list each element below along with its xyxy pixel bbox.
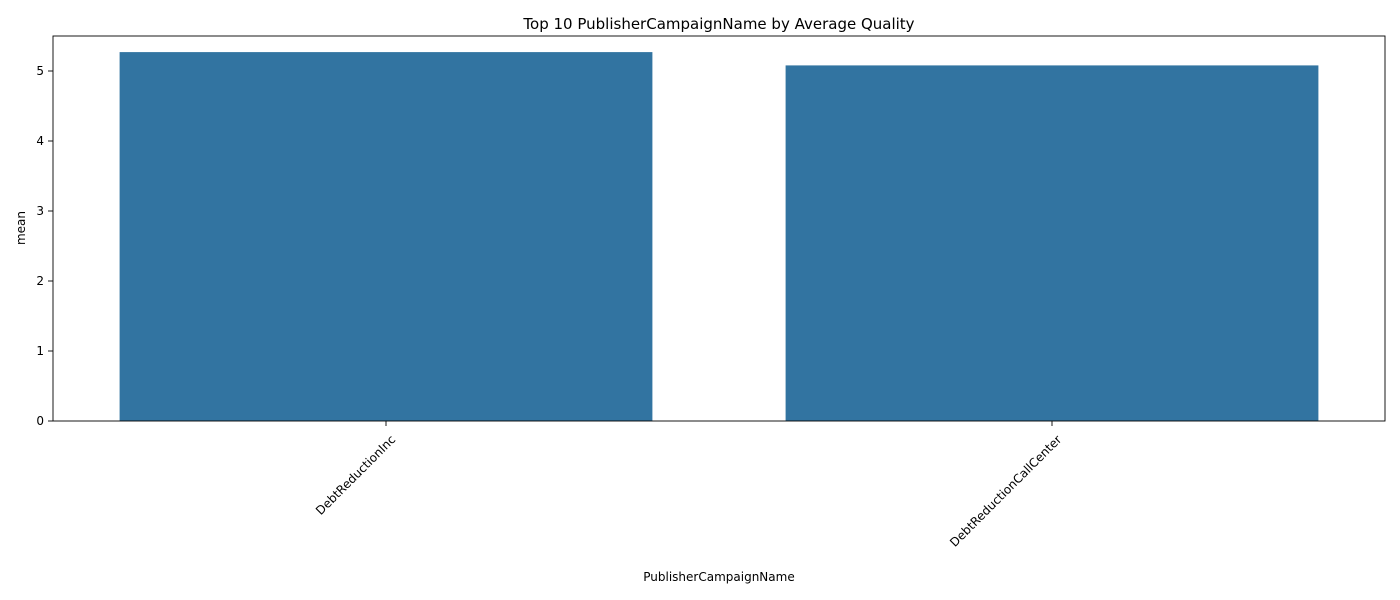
y-tick-label: 5 <box>36 64 44 78</box>
bar-DebtReductionInc <box>119 52 653 421</box>
x-tick-label: DebtReductionInc <box>313 432 398 517</box>
y-tick-label: 2 <box>36 274 44 288</box>
bars-group <box>119 52 1319 422</box>
bar-DebtReductionCallCenter <box>785 65 1319 422</box>
chart-title: Top 10 PublisherCampaignName by Average … <box>522 15 914 33</box>
plot-frame <box>52 35 1386 422</box>
y-axis-label: mean <box>14 211 28 245</box>
y-tick-label: 0 <box>36 414 44 428</box>
y-tick-label: 3 <box>36 204 44 218</box>
x-tick-label: DebtReductionCallCenter <box>947 432 1064 549</box>
x-axis: DebtReductionInc DebtReductionCallCenter <box>313 421 1064 550</box>
y-tick-label: 4 <box>36 134 44 148</box>
x-axis-label: PublisherCampaignName <box>643 570 794 584</box>
y-axis: 0 1 2 3 4 5 <box>36 64 53 428</box>
y-tick-label: 1 <box>36 344 44 358</box>
